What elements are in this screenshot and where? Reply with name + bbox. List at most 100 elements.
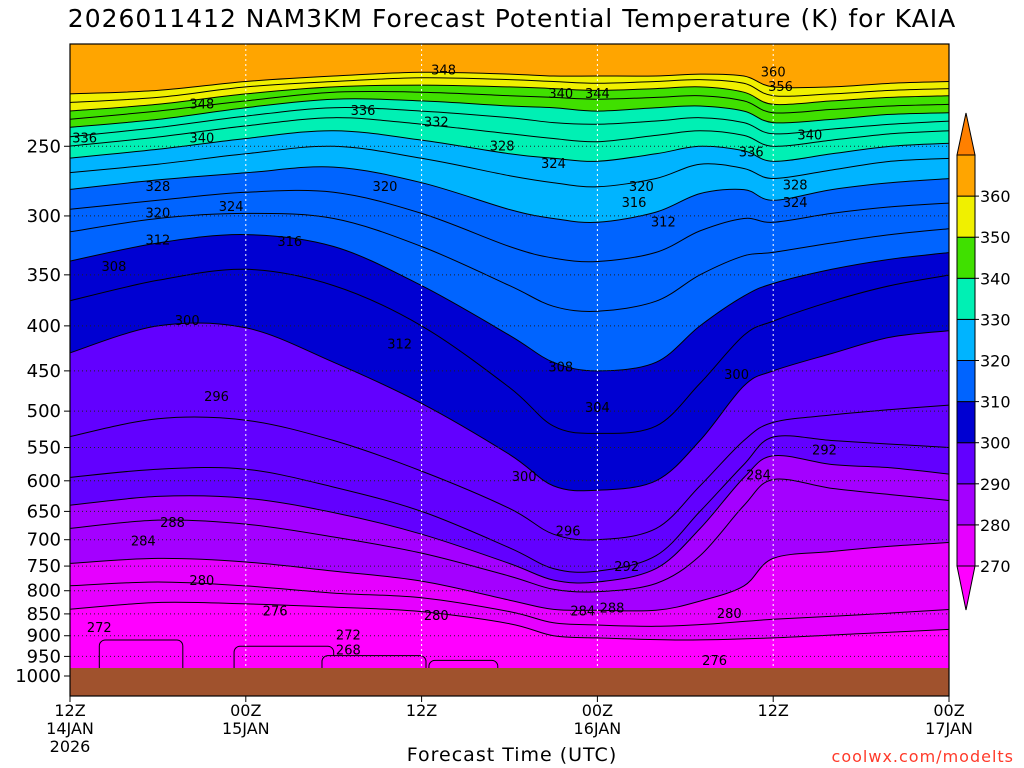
fill-band-360	[70, 44, 949, 94]
y-tick-label: 500	[27, 401, 61, 422]
contour-label: 356	[768, 80, 793, 95]
isentrope-292	[70, 435, 949, 573]
contour-label: 312	[651, 215, 676, 230]
terrain-band	[70, 668, 949, 696]
contour-label: 308	[548, 360, 573, 375]
colorbar-segment	[956, 401, 976, 444]
colorbar-segment	[956, 442, 976, 485]
contour-label: 284	[746, 469, 771, 484]
y-tick-label: 300	[27, 206, 61, 227]
colorbar-label: 360	[980, 187, 1011, 206]
isentrope-300	[70, 322, 949, 492]
isentrope-340	[70, 98, 949, 128]
colorbar-segment	[956, 318, 976, 361]
x-tick-date: 15JAN	[222, 719, 270, 738]
y-tick-label: 550	[27, 438, 61, 459]
x-tick-label: 00Z	[582, 701, 613, 720]
contour-label: 332	[424, 116, 449, 131]
contour-label: 276	[702, 654, 727, 669]
isentrope-312	[70, 212, 949, 312]
contour-label: 312	[145, 234, 170, 249]
colorbar-segment	[956, 360, 976, 403]
isentrope-356	[70, 71, 949, 95]
isentrope-308	[70, 234, 949, 372]
contour-label: 296	[556, 524, 581, 539]
contour-label: 324	[783, 196, 808, 211]
colorbar-segment	[956, 195, 976, 238]
isentrope-280	[70, 542, 949, 612]
contour-label: 284	[131, 534, 156, 549]
isentrope-288	[70, 454, 949, 584]
isentrope-328	[70, 130, 949, 162]
colorbar-label: 340	[980, 269, 1011, 288]
isentrope-lines	[70, 71, 949, 641]
contour-label: 324	[541, 157, 566, 172]
contour-label: 288	[160, 516, 185, 531]
x-tick-label: 12Z	[54, 701, 85, 720]
x-tick-date: 16JAN	[574, 719, 622, 738]
contour-label: 300	[175, 314, 200, 329]
contour-label: 340	[548, 87, 573, 102]
contour-label: 320	[629, 180, 654, 195]
colorbar-label: 310	[980, 393, 1011, 412]
chart-title: 2026011412 NAM3KM Forecast Potential Tem…	[67, 4, 957, 33]
contour-label: 304	[585, 401, 610, 416]
contour-label: 348	[189, 97, 214, 112]
isentrope-352	[70, 77, 949, 103]
colorbar-segment	[956, 277, 976, 320]
contour-label: 272	[336, 629, 361, 644]
contour-label: 328	[145, 180, 170, 195]
colorbar: 270 280 290 300 310 320 330 340 350 360	[956, 112, 1011, 611]
colorbar-label: 270	[980, 557, 1011, 576]
y-tick-label: 450	[27, 361, 61, 382]
contour-label: 272	[87, 621, 112, 636]
contour-label: 292	[812, 443, 837, 458]
contour-label: 348	[431, 63, 456, 78]
colorbar-segment	[956, 483, 976, 526]
contour-label: 340	[797, 128, 822, 143]
contour-label: 300	[724, 368, 749, 383]
contour-label: 340	[189, 132, 214, 147]
contour-label: 336	[739, 145, 764, 160]
isentrope-324	[70, 145, 949, 188]
colorbar-top-arrow	[956, 112, 976, 156]
credit-text: coolwx.com/modelts	[831, 747, 1014, 766]
x-tick-year: 2026	[50, 737, 91, 756]
contour-label: 280	[189, 574, 214, 589]
colorbar-bottom-arrow	[956, 565, 976, 611]
colorbar-segment	[956, 236, 976, 279]
y-tick-label: 1000	[15, 666, 61, 687]
y-tick-label: 650	[27, 501, 61, 522]
x-tick-label: 12Z	[406, 701, 437, 720]
contour-label: 312	[387, 338, 412, 353]
y-tick-label: 400	[27, 316, 61, 337]
contour-label: 328	[783, 178, 808, 193]
x-tick-label: 00Z	[933, 701, 964, 720]
contour-label: 268	[336, 643, 361, 658]
isentrope-336	[70, 107, 949, 138]
y-tick-label: 750	[27, 556, 61, 577]
isentrope-320	[70, 166, 949, 224]
colorbar-label: 300	[980, 434, 1011, 453]
isentrope-316	[70, 189, 949, 263]
contour-label: 280	[424, 609, 449, 624]
isentrope-304	[70, 268, 949, 434]
x-axis-label: Forecast Time (UTC)	[406, 744, 618, 766]
contour-label: 292	[614, 560, 639, 575]
x-tick-label: 00Z	[230, 701, 261, 720]
contour-label: 296	[204, 390, 229, 405]
y-tick-label: 800	[27, 581, 61, 602]
y-axis: 2503003504004505005506006507007508008509…	[15, 136, 70, 687]
contour-label: 344	[585, 87, 610, 102]
x-tick-date: 17JAN	[925, 719, 973, 738]
plot-frame	[69, 43, 950, 697]
y-tick-label: 900	[27, 626, 61, 647]
x-tick-label: 12Z	[758, 701, 789, 720]
isentrope-272	[70, 601, 949, 641]
contour-label: 288	[600, 601, 625, 616]
y-tick-label: 350	[27, 265, 61, 286]
colorbar-label: 350	[980, 228, 1011, 247]
isentrope-276	[70, 581, 949, 627]
contour-label: 324	[219, 200, 244, 215]
